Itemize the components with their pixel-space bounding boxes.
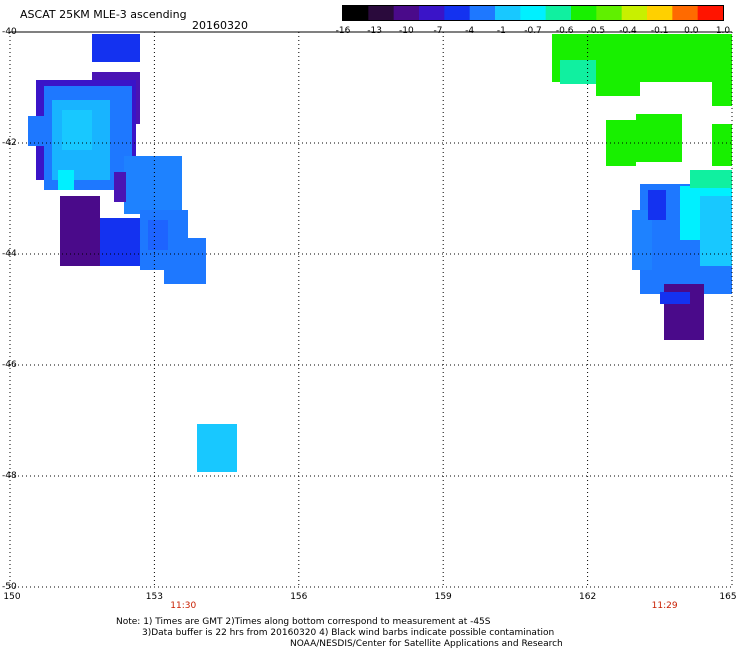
data-cell	[164, 238, 206, 284]
note-line-1: Note: 1) Times are GMT 2)Times along bot…	[116, 617, 491, 627]
lat-tick-label: -48	[2, 471, 17, 481]
colorbar-label: -10	[398, 26, 414, 36]
lon-tick-label: 156	[290, 592, 308, 602]
data-cell	[632, 210, 652, 270]
data-cell	[690, 170, 732, 188]
note-line-2: 3)Data buffer is 22 hrs from 20160320 4)…	[142, 628, 555, 638]
data-cell	[712, 124, 732, 166]
lon-tick-label: 150	[3, 592, 21, 602]
data-cell	[124, 156, 182, 214]
mle-swath-cells	[28, 34, 732, 472]
colorbar-label: -13	[367, 26, 383, 36]
colorbar-swatch	[571, 6, 597, 20]
lon-tick-label: 159	[434, 592, 452, 602]
colorbar-swatch	[469, 6, 496, 20]
colorbar-swatch	[697, 6, 724, 20]
lat-tick-label: -42	[2, 138, 17, 148]
colorbar-swatch	[393, 6, 420, 20]
lat-tick-label: -46	[2, 360, 17, 370]
lat-tick-label: -44	[2, 249, 17, 259]
lat-lon-grid	[9, 31, 733, 588]
colorbar-label: -1	[496, 26, 506, 36]
colorbar-label: -0.5	[587, 26, 606, 36]
colorbar-swatch	[621, 6, 648, 20]
colorbar-swatch	[368, 6, 395, 20]
colorbar	[342, 5, 724, 21]
lat-tick-label: -50	[2, 582, 17, 592]
data-cell	[712, 70, 732, 106]
colorbar-swatch	[495, 6, 521, 20]
colorbar-swatch	[520, 6, 547, 20]
map-title: ASCAT 25KM MLE-3 ascending	[20, 8, 187, 21]
colorbar-label: -0.6	[555, 26, 574, 36]
colorbar-label: 0.0	[684, 26, 699, 36]
colorbar-label: -7	[433, 26, 443, 36]
colorbar-swatch	[596, 6, 623, 20]
note-line-3: NOAA/NESDIS/Center for Satellite Applica…	[290, 639, 563, 649]
colorbar-swatch	[444, 6, 471, 20]
lat-tick-label: -40	[2, 27, 17, 37]
time-label: 11:30	[170, 601, 197, 611]
colorbar-label: -4	[465, 26, 475, 36]
data-cell	[60, 196, 100, 266]
colorbar-label: 1.0	[715, 26, 731, 36]
data-cell	[636, 114, 682, 162]
data-cell	[648, 190, 666, 220]
data-cell	[700, 196, 732, 266]
colorbar-label: -0.4	[619, 26, 637, 36]
colorbar-label: -16	[335, 26, 351, 36]
data-cell	[197, 424, 237, 472]
colorbar-label: -0.1	[650, 26, 669, 36]
data-cell	[660, 292, 690, 304]
colorbar-swatch	[419, 6, 445, 20]
data-cell	[92, 34, 140, 62]
time-label: 11:29	[651, 601, 678, 611]
map-date: 20160320	[192, 19, 248, 32]
data-cell	[58, 170, 74, 190]
data-cell	[114, 172, 126, 202]
data-cell	[560, 60, 596, 84]
data-cell	[62, 110, 92, 150]
colorbar-swatch	[343, 6, 369, 20]
lon-tick-label: 165	[719, 592, 737, 602]
data-cell	[100, 218, 146, 266]
data-cell	[148, 220, 168, 250]
colorbar-swatch	[672, 6, 699, 20]
data-cell	[596, 56, 640, 96]
colorbar-label: -0.7	[524, 26, 542, 36]
colorbar-border	[342, 5, 724, 21]
colorbar-swatch	[545, 6, 572, 20]
lon-tick-label: 153	[145, 592, 163, 602]
lon-tick-label: 162	[579, 592, 597, 602]
colorbar-swatch	[647, 6, 673, 20]
